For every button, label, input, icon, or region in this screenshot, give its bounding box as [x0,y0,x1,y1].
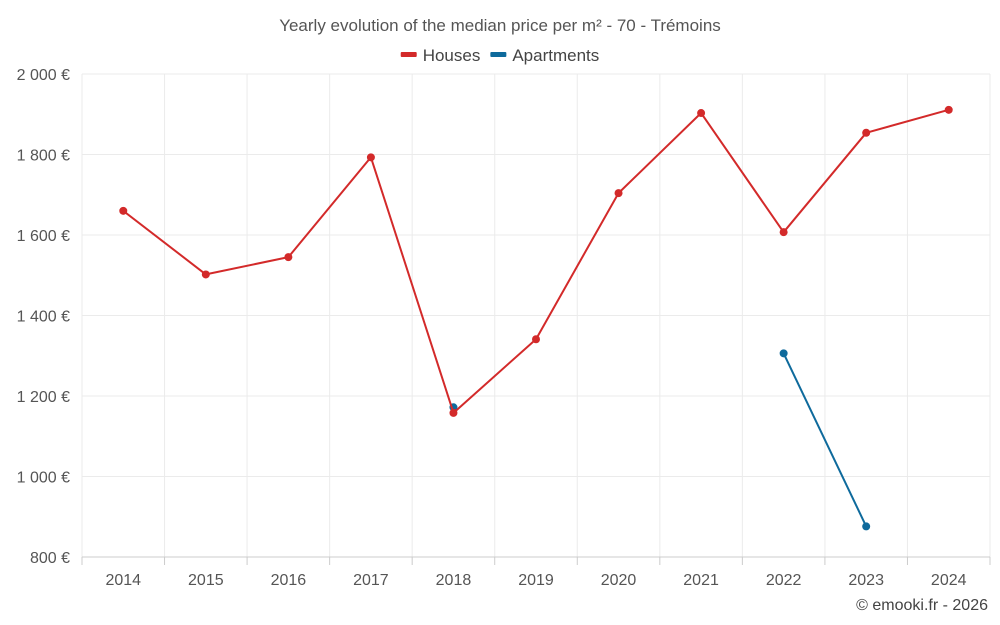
y-tick-label: 2 000 € [17,67,70,84]
data-point [862,522,871,531]
gridlines [81,73,991,557]
data-point [614,189,623,198]
y-tick-label: 800 € [30,550,70,567]
data-point [366,153,375,162]
chart-title: Yearly evolution of the median price per… [279,16,721,35]
x-tick-label: 2014 [105,572,141,589]
y-tick-label: 1 600 € [17,228,70,245]
legend-swatch [400,52,417,57]
data-point [697,109,706,118]
copyright-credit: © emooki.fr - 2026 [856,597,988,614]
x-tick-label: 2022 [766,572,802,589]
legend-label: Apartments [512,46,599,65]
data-point [779,349,788,358]
legend-swatch [490,52,507,57]
x-tick-label: 2018 [436,572,472,589]
series-layer [119,105,953,531]
y-tick-label: 1 400 € [17,309,70,326]
data-point [532,335,540,344]
x-tick-label: 2017 [353,572,389,589]
data-point [862,128,871,137]
series-houses [119,105,953,417]
y-tick-label: 1 200 € [17,389,70,406]
x-tick-label: 2021 [683,572,719,589]
data-point [944,105,953,114]
data-point [779,228,788,237]
x-tick-label: 2023 [848,572,884,589]
y-tick-label: 1 800 € [17,148,70,165]
data-point [201,270,210,279]
data-point [119,206,128,215]
x-tick-label: 2019 [518,572,554,589]
y-tick-label: 1 000 € [17,470,70,487]
legend-label: Houses [423,46,481,65]
axes: 2 000 € 1 800 € 1 600 € 1 400 € 1 200 € 1 000… [17,67,991,589]
data-point [449,408,458,417]
x-tick-label: 2020 [601,572,637,589]
legend-item: Apartments [490,46,599,65]
legend: Houses Apartments [400,46,599,65]
data-point [284,253,293,262]
series-line [782,352,868,527]
legend-item: Houses [400,46,481,65]
x-tick-label: 2016 [271,572,307,589]
x-tick-label: 2015 [188,572,224,589]
x-tick-label: 2024 [931,572,967,589]
